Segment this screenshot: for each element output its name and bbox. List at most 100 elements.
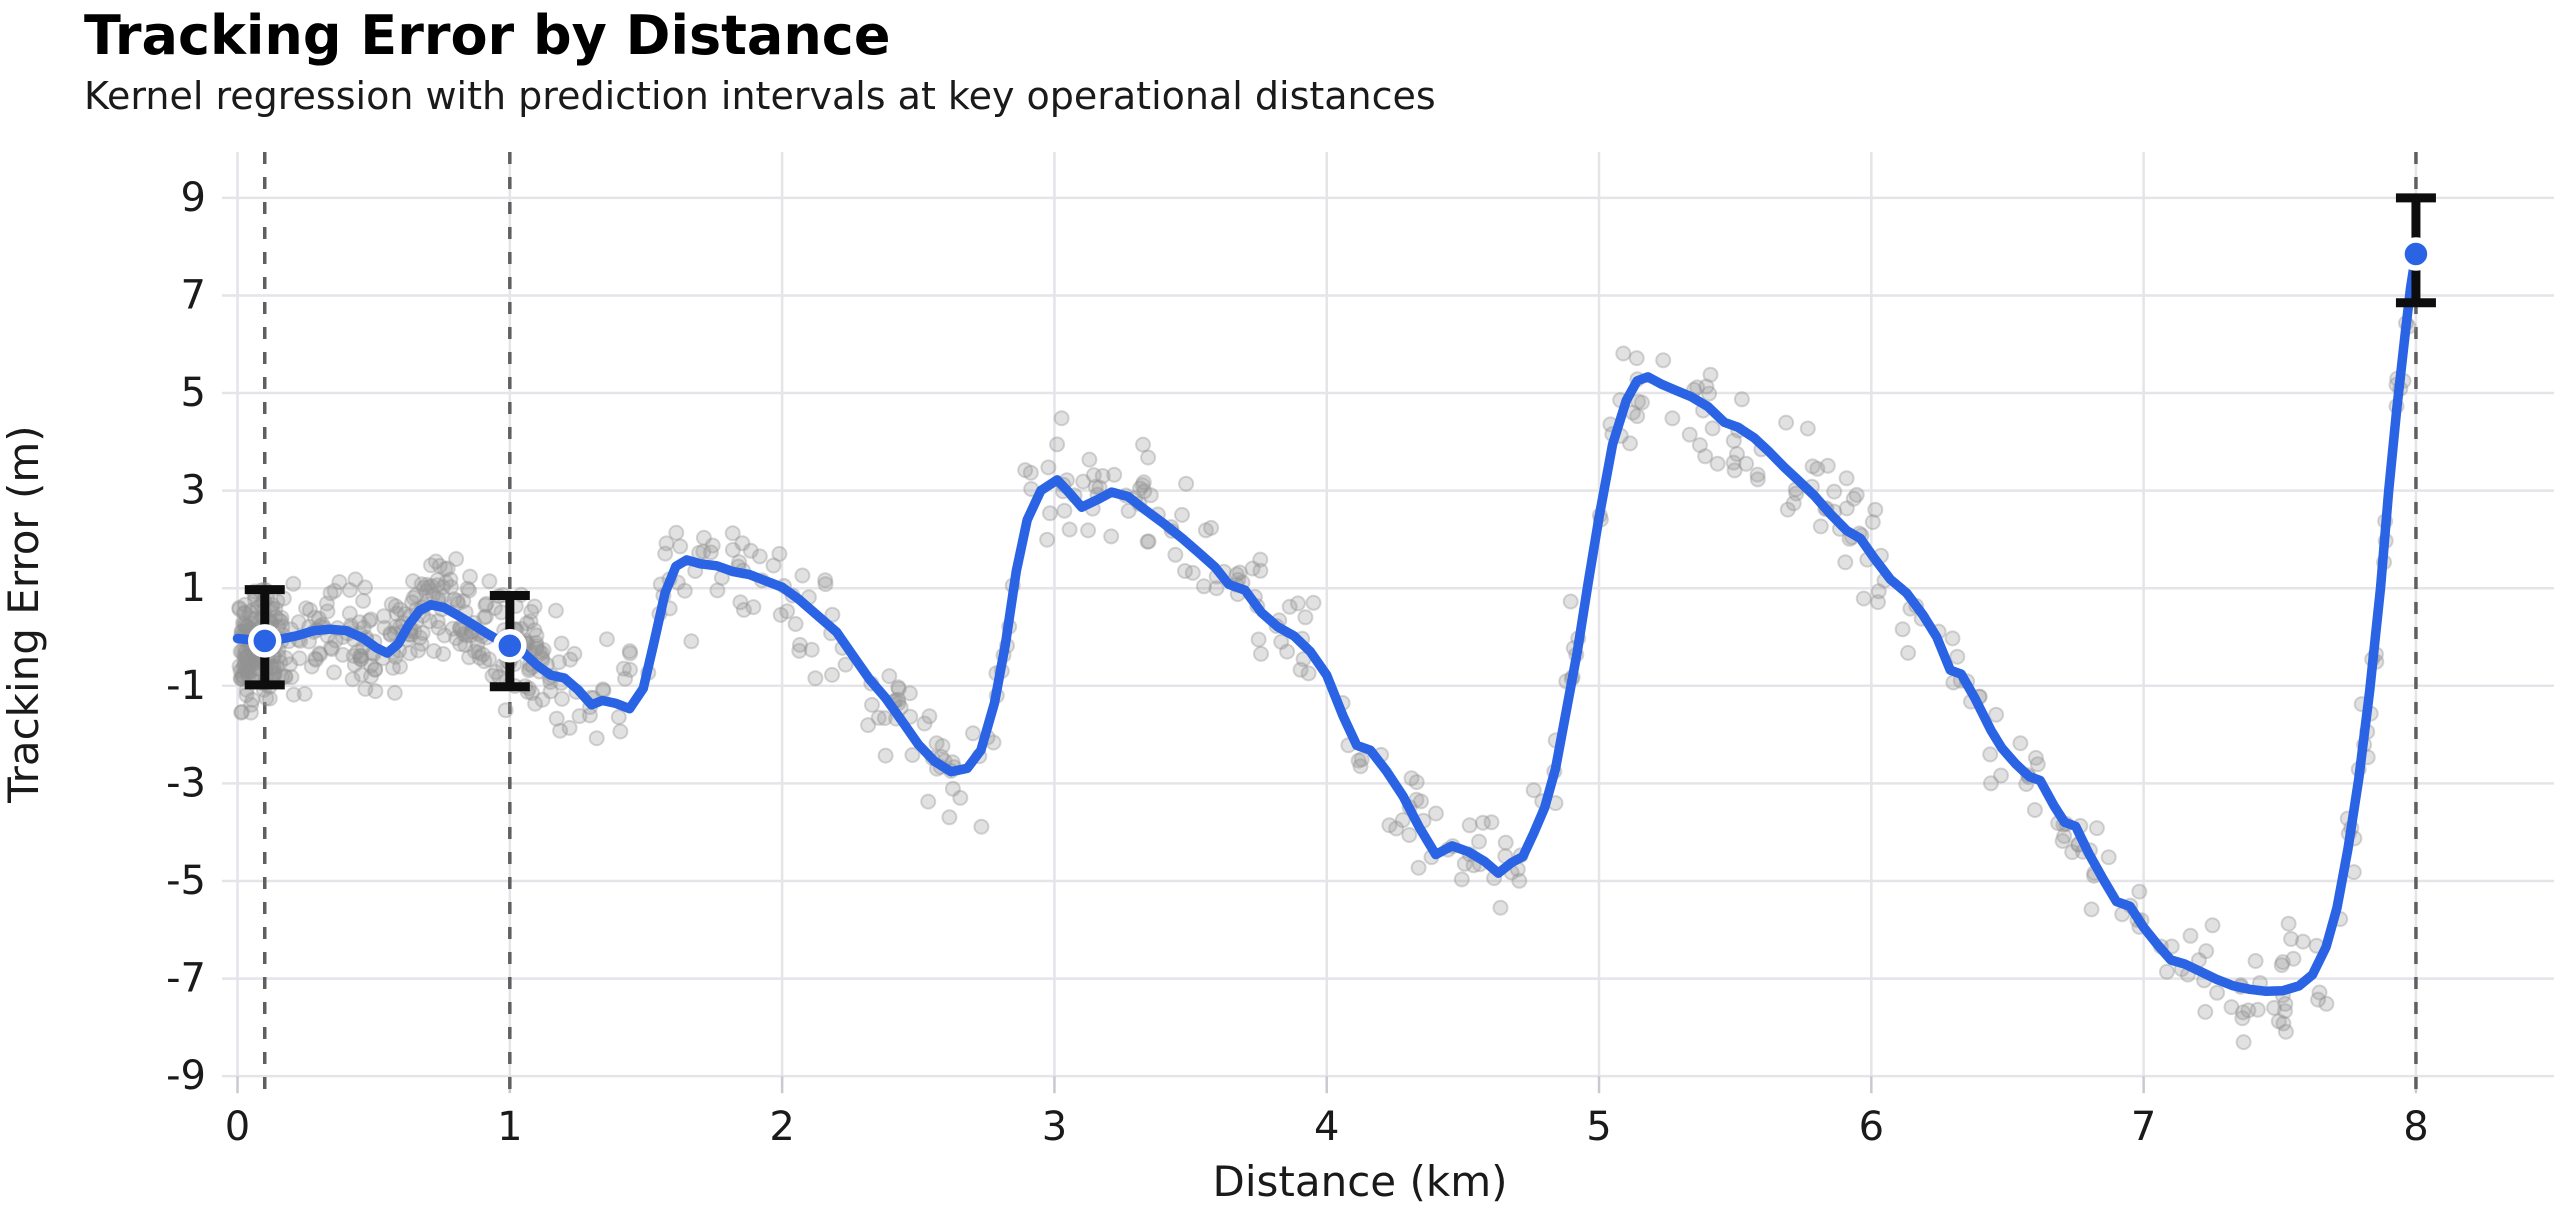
scatter-point <box>1135 436 1151 453</box>
scatter-point <box>2198 943 2215 960</box>
scatter-point <box>709 582 726 599</box>
scatter-point <box>1838 470 1855 487</box>
scatter-point <box>272 654 289 671</box>
scatter-point <box>1350 752 1367 769</box>
scatter-point <box>1691 437 1708 454</box>
scatter-point <box>1733 391 1750 408</box>
scatter-layer <box>231 315 2417 1051</box>
scatter-point <box>367 683 384 700</box>
scatter-point <box>817 576 834 593</box>
scatter-point <box>2277 995 2294 1012</box>
scatter-point <box>2311 984 2328 1001</box>
scatter-point <box>1492 899 1509 916</box>
scatter-point <box>233 703 250 720</box>
scatter-point <box>552 722 569 739</box>
scatter-point <box>352 648 368 665</box>
scatter-point <box>860 717 877 734</box>
scatter-point <box>672 538 689 555</box>
scatter-point <box>1250 631 1267 648</box>
scatter-point <box>526 598 543 615</box>
scatter-point <box>916 715 933 732</box>
scatter-point <box>291 650 308 667</box>
scatter-point <box>1615 345 1632 362</box>
scatter-point <box>478 595 495 612</box>
scatter-point <box>1982 746 1999 763</box>
scatter-point <box>1388 820 1405 837</box>
scatter-point <box>1622 435 1638 452</box>
scatter-point <box>242 663 259 679</box>
scatter-point <box>1848 486 1865 503</box>
x-tick-label: 7 <box>2131 1104 2156 1150</box>
scatter-point <box>562 651 579 668</box>
scatter-point <box>296 685 313 702</box>
scatter-point <box>683 633 700 650</box>
scatter-point <box>429 613 446 630</box>
scatter-point <box>392 601 408 618</box>
scatter-point <box>702 544 719 561</box>
scatter-point <box>1633 394 1650 411</box>
scatter-point <box>920 793 937 810</box>
scatter-point <box>695 543 712 560</box>
prediction-marker <box>2395 193 2436 308</box>
scatter-point <box>807 670 824 687</box>
scatter-point <box>2083 901 2100 918</box>
scatter-point <box>704 537 721 554</box>
scatter-point <box>438 574 454 591</box>
scatter-point <box>1729 446 1745 462</box>
scatter-point <box>1231 564 1248 581</box>
scatter-point <box>241 604 258 621</box>
scatter-point <box>1697 448 1714 465</box>
scatter-point <box>870 709 887 726</box>
scatter-point <box>410 642 427 659</box>
scatter-point <box>455 593 472 610</box>
scatter-point <box>1017 462 1034 479</box>
scatter-point <box>455 626 472 642</box>
scatter-point <box>2064 844 2081 861</box>
scatter-point <box>528 627 545 644</box>
scatter-point <box>1195 578 1212 595</box>
scatter-point <box>392 658 408 675</box>
scatter-point <box>383 596 400 613</box>
scatter-point <box>385 659 401 676</box>
scatter-point <box>1197 522 1214 539</box>
scatter-point <box>423 578 440 595</box>
scatter-point <box>285 575 302 592</box>
scatter-point <box>824 666 840 683</box>
scatter-point <box>341 605 358 622</box>
scatter-point <box>237 656 253 673</box>
scatter-point <box>952 789 969 806</box>
scatter-point <box>1139 533 1156 550</box>
x-tick-label: 1 <box>497 1104 522 1150</box>
scatter-point <box>461 582 478 599</box>
scatter-point <box>449 592 466 609</box>
scatter-point <box>241 658 258 675</box>
scatter-point <box>282 656 298 673</box>
scatter-point <box>765 557 782 574</box>
scatter-point <box>1134 477 1151 494</box>
scatter-point <box>243 696 260 713</box>
scatter-point <box>732 594 749 611</box>
scatter-point <box>1788 485 1805 502</box>
scatter-point <box>408 587 425 604</box>
scatter-point <box>442 571 459 588</box>
scatter-point <box>237 649 254 666</box>
scatter-point <box>553 635 570 652</box>
scatter-point <box>1140 533 1157 550</box>
scatter-point <box>817 572 834 589</box>
scatter-point <box>462 568 478 585</box>
scatter-point <box>615 660 632 677</box>
scatter-point <box>2310 991 2327 1008</box>
scatter-point <box>1471 833 1487 850</box>
scatter-point <box>2273 957 2290 974</box>
y-tick-label: -7 <box>166 956 206 1002</box>
scatter-point <box>1252 551 1269 568</box>
scatter-point <box>751 548 768 565</box>
scatter-point <box>420 579 437 596</box>
scatter-point <box>1826 483 1843 500</box>
scatter-point <box>319 603 336 620</box>
scatter-point <box>1855 590 1872 607</box>
scatter-point <box>1042 505 1058 522</box>
y-tick-label: 7 <box>181 272 206 318</box>
scatter-point <box>306 609 323 626</box>
scatter-point <box>2235 1034 2252 1051</box>
